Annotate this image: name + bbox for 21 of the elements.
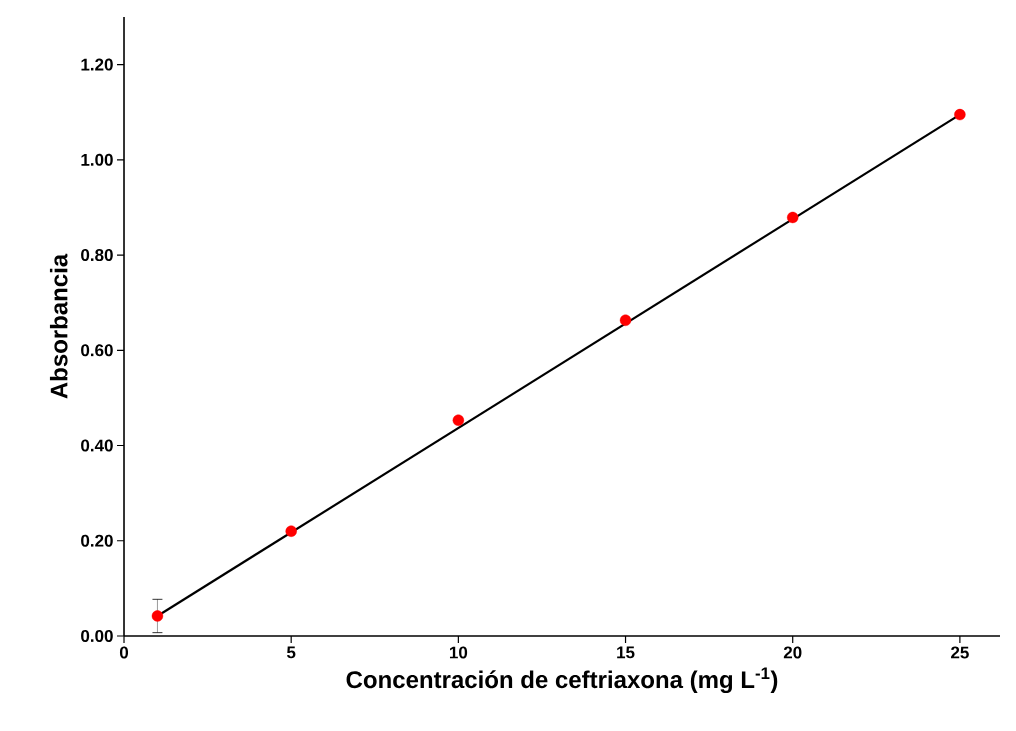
y-tick-label: 1.00 [81,153,113,166]
point [285,525,297,537]
x-axis-title: Concentración de ceftriaxona (mg L$^{-1}$) [346,667,778,694]
point [151,610,164,622]
y-tick-label: 0.20 [81,534,113,547]
x-tick-label: 15 [617,646,635,659]
point [619,314,632,326]
point [787,211,799,224]
y-tick-label: 1.20 [81,58,113,71]
y-axis-title: Absorbancia [49,253,68,399]
x-tick-label: 10 [449,646,468,659]
y-tick-label: 0.40 [81,439,113,452]
x-tick-label: 5 [286,646,296,659]
y-tick-label: 0.80 [81,249,113,262]
point [452,414,465,426]
y-tick-label: 0.60 [81,344,113,357]
y-tick-label: 0.00 [81,629,113,643]
x-tick-label: 0 [119,646,129,659]
point [954,108,966,121]
x-tick-label: 25 [951,646,969,659]
x-tick-label: 20 [783,646,802,659]
